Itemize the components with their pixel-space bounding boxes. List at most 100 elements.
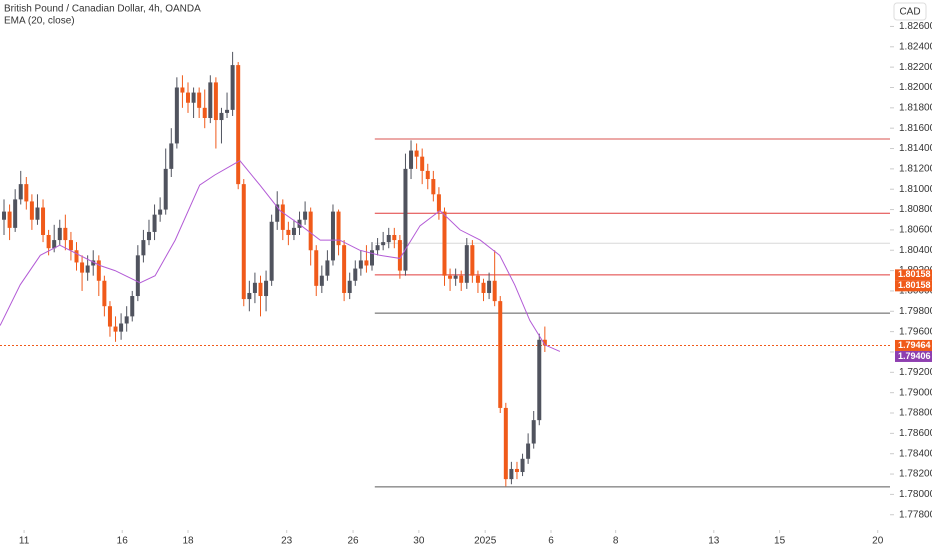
candle-body xyxy=(264,280,269,297)
candle-body xyxy=(202,107,207,119)
candle-body xyxy=(113,326,118,332)
candle-body xyxy=(520,458,525,473)
price-label-box xyxy=(895,350,932,362)
y-tick-label: 1.79200 xyxy=(899,367,932,378)
candle-body xyxy=(509,468,514,480)
currency-box[interactable] xyxy=(893,2,927,21)
candle-body xyxy=(542,339,547,346)
candle-body xyxy=(163,168,168,210)
candle-body xyxy=(169,143,174,169)
candle-body xyxy=(325,260,330,276)
y-tick-label: 1.78200 xyxy=(899,469,932,480)
candle-body xyxy=(197,92,202,108)
candle-body xyxy=(247,292,252,300)
candle-body xyxy=(470,245,475,276)
price-label: 1.79464 xyxy=(898,340,931,350)
candle-body xyxy=(180,87,185,93)
candle-body xyxy=(514,468,519,473)
price-axis: 1.82600 1.82400 1.82200 1.82000 1.81800 1.816… xyxy=(890,21,932,520)
candle-body xyxy=(219,112,224,121)
y-tick-label: 1.81800 xyxy=(899,102,932,113)
candle-body xyxy=(303,211,308,220)
y-tick-label: 1.78400 xyxy=(899,448,932,459)
candle-body xyxy=(386,234,391,243)
candle-body xyxy=(308,211,313,251)
candle-body xyxy=(436,194,441,212)
y-tick-label: 1.81600 xyxy=(899,123,932,134)
candle-body xyxy=(481,282,486,293)
candle-body xyxy=(448,275,453,279)
candle-body xyxy=(29,201,34,220)
y-tick-label: 1.82600 xyxy=(899,21,932,32)
price-label-box xyxy=(895,280,932,292)
candle-body xyxy=(286,229,291,235)
candle-body xyxy=(492,280,497,302)
candle-body xyxy=(431,179,436,195)
candle-body xyxy=(2,211,7,220)
candle-body xyxy=(152,214,157,232)
candle-body xyxy=(342,245,347,293)
candle-body xyxy=(141,240,146,256)
candle-body xyxy=(57,227,62,241)
x-tick-label: 23 xyxy=(281,536,293,547)
candle-body xyxy=(275,204,280,222)
candle-body xyxy=(464,245,469,283)
candle-body xyxy=(74,250,79,263)
candle-body xyxy=(498,301,503,408)
candle-body xyxy=(252,282,257,293)
price-label-box xyxy=(895,269,932,281)
y-tick-label: 1.80400 xyxy=(899,245,932,256)
ema-line xyxy=(0,160,561,352)
candle-body xyxy=(364,260,369,266)
candle-body xyxy=(291,227,296,235)
candle-body xyxy=(35,207,40,220)
candle-body xyxy=(258,282,263,297)
candle-body xyxy=(280,204,285,230)
candle-body xyxy=(269,221,274,281)
candle-body xyxy=(41,207,46,235)
candle-body xyxy=(319,275,324,286)
candle-body xyxy=(425,170,430,180)
candle-body xyxy=(420,156,425,171)
x-tick-label: 6 xyxy=(548,536,554,547)
candle-body xyxy=(453,275,458,279)
candle-body xyxy=(414,150,419,157)
candle-body xyxy=(91,260,96,266)
candle-body xyxy=(135,255,140,297)
y-tick-label: 1.78600 xyxy=(899,428,932,439)
y-tick-label: 1.81000 xyxy=(899,184,932,195)
candle-body xyxy=(46,234,51,249)
candle-body xyxy=(537,339,542,421)
x-tick-label: 26 xyxy=(347,536,359,547)
candle-body xyxy=(347,280,352,293)
y-tick-label: 1.82000 xyxy=(899,82,932,93)
chart-title: British Pound / Canadian Dollar, 4h, OAN… xyxy=(4,4,201,15)
candle-body xyxy=(336,211,341,246)
candle-body xyxy=(487,280,492,293)
candle-body xyxy=(63,227,68,241)
y-tick-label: 1.80800 xyxy=(899,204,932,215)
candle-body xyxy=(475,275,480,283)
candle-body xyxy=(397,240,402,271)
candle-body xyxy=(358,260,363,269)
candle-body xyxy=(225,109,230,113)
candle-body xyxy=(442,211,447,276)
y-tick-label: 1.81400 xyxy=(899,143,932,154)
candle-body xyxy=(314,250,319,286)
candle-body xyxy=(503,407,508,480)
candle-body xyxy=(392,234,397,241)
currency-label[interactable]: CAD xyxy=(899,7,920,18)
y-tick-label: 1.80600 xyxy=(899,225,932,236)
candle-body xyxy=(158,209,163,215)
x-tick-label: 13 xyxy=(708,536,720,547)
candle-body xyxy=(375,245,380,251)
price-label: 1.80158 xyxy=(898,280,931,290)
candle-body xyxy=(68,240,73,251)
candle-body xyxy=(381,242,386,246)
candle-body xyxy=(459,275,464,283)
y-tick-label: 1.79600 xyxy=(899,326,932,337)
candle-body xyxy=(208,82,213,119)
candle-body xyxy=(409,150,414,169)
x-tick-label: 2025 xyxy=(474,536,497,547)
candle-body xyxy=(7,211,12,228)
